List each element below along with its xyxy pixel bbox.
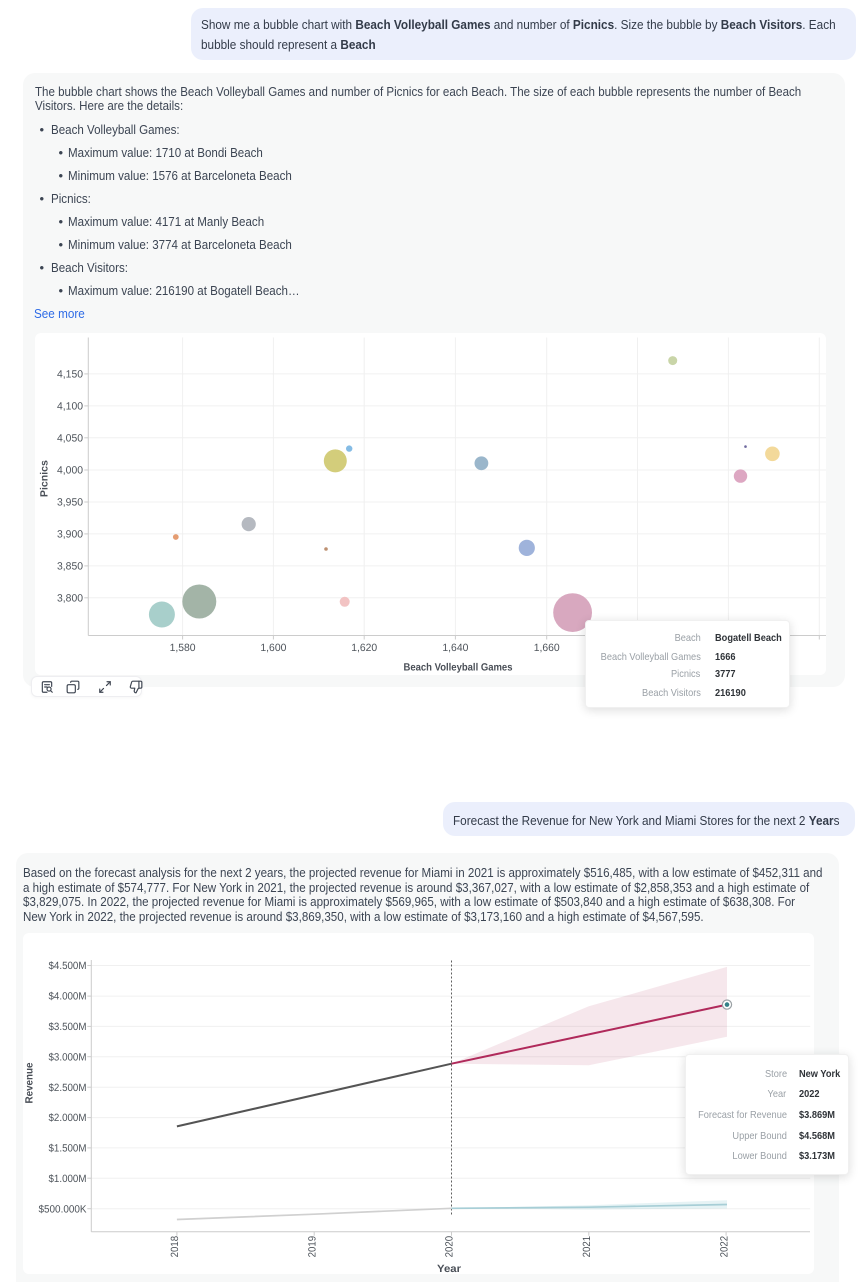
svg-text:3,850: 3,850: [57, 561, 83, 573]
svg-text:1,620: 1,620: [351, 642, 377, 654]
svg-text:Picnics: Picnics: [38, 460, 50, 497]
svg-text:3,900: 3,900: [57, 529, 83, 541]
svg-text:4,100: 4,100: [57, 401, 83, 413]
svg-text:Beach Volleyball Games: Beach Volleyball Games: [404, 661, 513, 673]
svg-text:$1.000M: $1.000M: [49, 1173, 87, 1185]
svg-text:4,000: 4,000: [57, 465, 83, 477]
svg-text:1,600: 1,600: [260, 642, 286, 654]
svg-text:3,950: 3,950: [57, 497, 83, 509]
svg-text:1,580: 1,580: [170, 642, 196, 654]
svg-text:Year: Year: [437, 1263, 461, 1274]
svg-text:$500.000K: $500.000K: [39, 1203, 87, 1215]
svg-text:$2.000M: $2.000M: [49, 1112, 87, 1124]
svg-text:2019: 2019: [306, 1236, 318, 1258]
svg-text:2020: 2020: [444, 1236, 456, 1258]
svg-text:3,800: 3,800: [57, 592, 83, 604]
svg-text:4,150: 4,150: [57, 369, 83, 381]
svg-text:2018: 2018: [169, 1236, 181, 1258]
svg-text:2021: 2021: [581, 1236, 593, 1258]
svg-text:$4.500M: $4.500M: [49, 960, 87, 972]
svg-text:2022: 2022: [718, 1236, 730, 1258]
svg-text:$3.500M: $3.500M: [49, 1021, 87, 1033]
svg-text:1,660: 1,660: [534, 642, 560, 654]
svg-text:$2.500M: $2.500M: [49, 1082, 87, 1094]
svg-text:$1.500M: $1.500M: [49, 1143, 87, 1155]
svg-text:$4.000M: $4.000M: [49, 991, 87, 1003]
svg-text:Revenue: Revenue: [24, 1062, 36, 1103]
svg-text:4,050: 4,050: [57, 432, 83, 444]
svg-text:$3.000M: $3.000M: [49, 1051, 87, 1063]
svg-text:1,640: 1,640: [442, 642, 468, 654]
